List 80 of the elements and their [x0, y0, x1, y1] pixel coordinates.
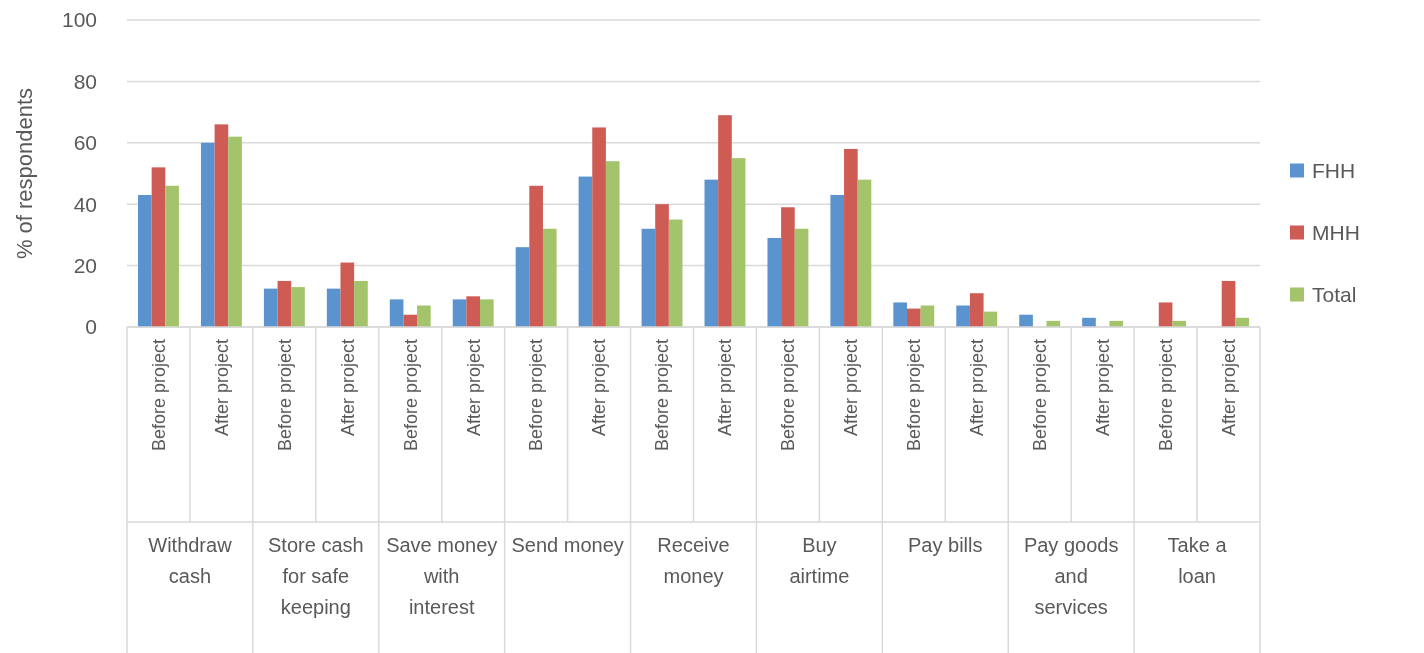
- x-tick-label: Before project: [400, 339, 421, 452]
- bar: [165, 185, 179, 327]
- y-tick-label: 60: [73, 131, 97, 155]
- bar: [969, 293, 984, 327]
- x-tick-label: After project: [1218, 339, 1239, 437]
- x-tick-label: After project: [967, 339, 988, 437]
- bar: [389, 299, 404, 327]
- x-tick-label: After project: [589, 339, 610, 437]
- text: Pay bills: [908, 534, 983, 556]
- bar: [592, 127, 606, 327]
- bar: [214, 124, 229, 327]
- x-tick-label: Before project: [274, 339, 295, 452]
- bar: [893, 302, 907, 327]
- bar: [641, 228, 656, 327]
- x-tick-label: After project: [841, 339, 862, 437]
- x-tick-label: After project: [211, 339, 232, 437]
- bar: [830, 194, 845, 327]
- bar: [794, 228, 809, 327]
- bar: [731, 158, 746, 327]
- y-tick-label: 100: [61, 8, 97, 32]
- y-tick-label: 0: [85, 315, 97, 339]
- bar: [906, 308, 921, 327]
- text: Receive money: [657, 534, 730, 587]
- bar: [655, 204, 669, 327]
- bar: [578, 176, 593, 327]
- x-tick-label: After project: [1092, 339, 1113, 437]
- bar: [228, 136, 242, 327]
- bar: [767, 237, 782, 327]
- x-tick-label: Before project: [778, 339, 799, 452]
- text: Send money: [511, 534, 624, 556]
- x-tick-label: After project: [715, 339, 736, 437]
- bar: [857, 179, 872, 327]
- bar: [151, 167, 166, 327]
- bar: [138, 194, 152, 327]
- y-tick-label: 20: [73, 253, 97, 277]
- text: Store cash for safe keeping: [268, 534, 364, 618]
- bar: [354, 280, 368, 327]
- bar: [452, 299, 467, 327]
- bar: [844, 148, 858, 327]
- bar: [529, 185, 543, 327]
- x-tick-label: After project: [337, 339, 358, 437]
- bar: [956, 305, 970, 327]
- bar: [340, 262, 355, 327]
- bar: [291, 287, 305, 327]
- bar: [1221, 280, 1236, 327]
- x-tick-label: Before project: [526, 339, 547, 452]
- bar: [277, 280, 292, 327]
- text: Pay goods and services: [1023, 534, 1119, 618]
- bar: [403, 314, 418, 327]
- bar: [466, 296, 481, 327]
- bar: [668, 219, 683, 327]
- x-tick-label: Before project: [1155, 339, 1176, 452]
- bar: [417, 305, 431, 327]
- bar: [515, 247, 530, 327]
- text: Take a loan: [1167, 534, 1228, 587]
- bar: [718, 115, 732, 327]
- text: Withdraw cash: [148, 534, 233, 587]
- bar: [542, 228, 557, 327]
- bar: [326, 288, 341, 327]
- text: Buy airtime: [789, 534, 850, 587]
- y-tick-label: 40: [73, 192, 97, 216]
- bar: [605, 161, 620, 327]
- x-tick-label: Before project: [652, 339, 673, 452]
- legend-label: Total: [1312, 282, 1357, 306]
- bar: [1019, 314, 1033, 327]
- y-axis-title: % of respondents: [12, 87, 37, 260]
- text: Save money with interest: [386, 534, 498, 618]
- y-tick-label: 80: [73, 69, 97, 93]
- bar: [480, 299, 494, 327]
- bar: [781, 207, 795, 327]
- legend-label: MHH: [1312, 220, 1360, 244]
- x-tick-label: Before project: [148, 339, 169, 452]
- legend-label: FHH: [1312, 158, 1356, 182]
- bar: [200, 142, 215, 327]
- bar: [704, 179, 719, 327]
- x-tick-label: Before project: [1029, 339, 1050, 452]
- bar: [263, 288, 278, 327]
- bar: [1158, 302, 1173, 327]
- x-tick-label: After project: [463, 339, 484, 437]
- x-tick-label: Before project: [904, 339, 925, 452]
